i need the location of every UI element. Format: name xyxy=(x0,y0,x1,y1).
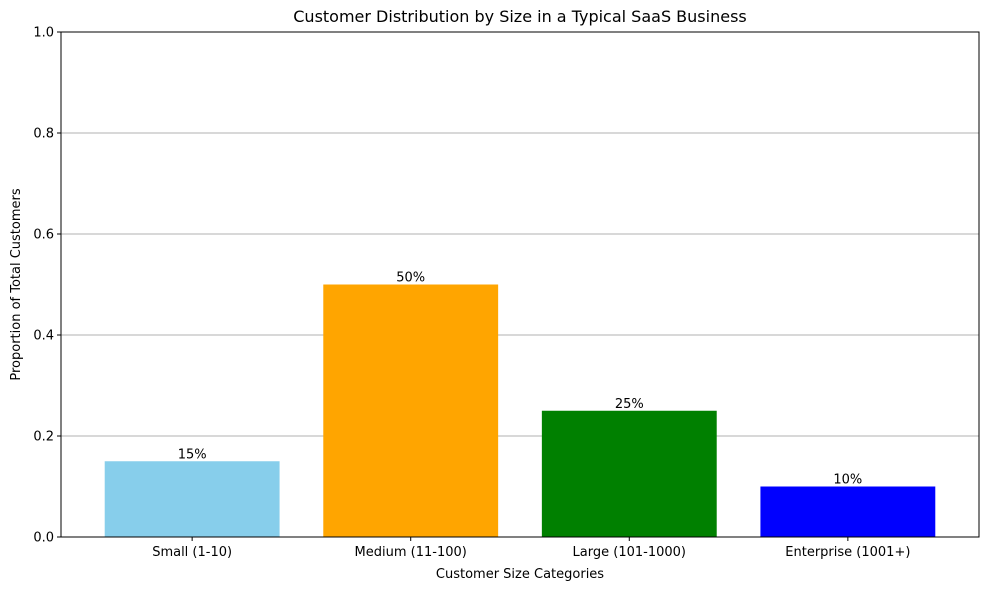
x-tick-label: Small (1-10) xyxy=(152,545,232,560)
y-tick-label: 0.8 xyxy=(33,127,54,142)
x-axis-ticks: Small (1-10) Medium (11-100) Large (101-10… xyxy=(152,537,910,560)
y-axis-ticks: 0.0 0.2 0.4 0.6 0.8 1.0 xyxy=(33,26,61,546)
x-tick-label: Medium (11-100) xyxy=(355,545,467,560)
bar xyxy=(104,461,280,537)
y-tick-label: 0.4 xyxy=(33,329,54,344)
bar-value-label: 50% xyxy=(396,271,425,286)
x-tick-label: Enterprise (1001+) xyxy=(785,545,910,560)
y-tick-label: 0.0 xyxy=(33,531,54,546)
bars xyxy=(104,284,936,537)
gridlines xyxy=(61,132,979,437)
chart-title: Customer Distribution by Size in a Typic… xyxy=(293,7,746,26)
bar xyxy=(541,410,717,537)
bar-value-labels: 15% 50% 25% 10% xyxy=(178,271,863,488)
y-tick-label: 0.6 xyxy=(33,228,54,243)
y-tick-label: 0.2 xyxy=(33,430,54,445)
x-tick-label: Large (101-1000) xyxy=(573,545,686,560)
plot-frame xyxy=(60,31,980,538)
bar-value-label: 10% xyxy=(833,473,862,488)
y-tick-label: 1.0 xyxy=(33,26,54,41)
bar xyxy=(323,284,499,537)
x-axis-label: Customer Size Categories xyxy=(436,567,604,582)
bar-value-label: 25% xyxy=(615,397,644,412)
bar xyxy=(760,486,936,537)
bar-value-label: 15% xyxy=(178,447,207,462)
y-axis-label: Proportion of Total Customers xyxy=(9,188,24,381)
